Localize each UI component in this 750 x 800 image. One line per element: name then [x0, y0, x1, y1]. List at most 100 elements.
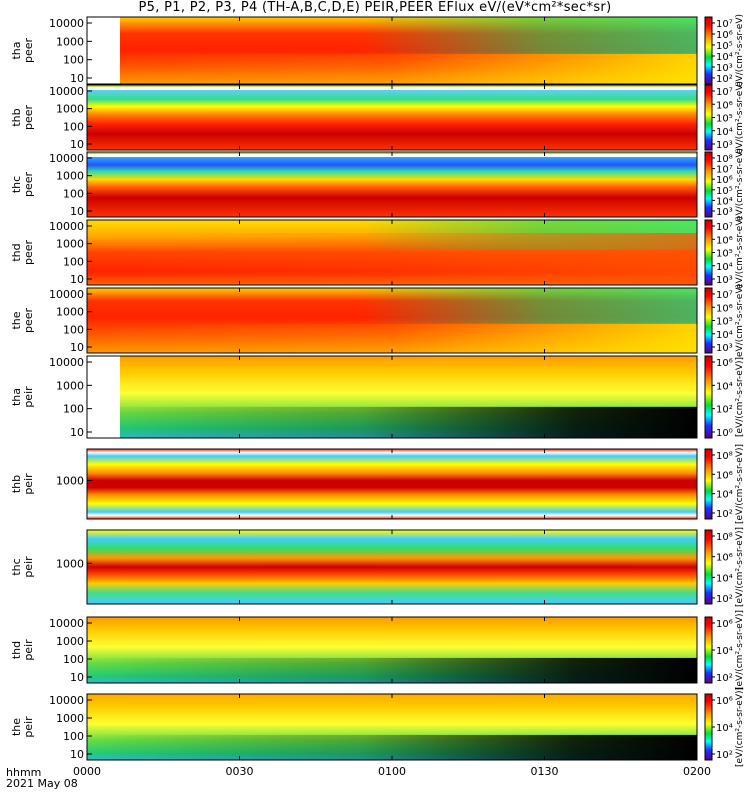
y-axis-label-instrument: peir: [22, 716, 35, 738]
colorbar-tick-label: 10⁴: [716, 330, 733, 341]
y-tick-label: 10000: [49, 356, 84, 369]
colorbar-tick-label: 10⁸: [716, 532, 733, 543]
y-axis-label: thepeer: [10, 308, 35, 334]
time-axis-caption: hhmm 2021 May 08: [6, 767, 78, 789]
colorbar: [704, 151, 713, 218]
colorbar-unit-label: eV/(cm²-s-sr-eV): [735, 81, 745, 154]
y-tick-label: 100: [63, 730, 84, 743]
colorbar-tick-label: 10⁴: [716, 127, 733, 138]
colorbar-unit-label: [eV/(cm²-s-sr-eV)]: [735, 527, 745, 607]
y-tick-label: 100: [63, 187, 84, 200]
colorbar-tick-label: 10⁴: [716, 196, 733, 207]
y-tick-label: 10000: [49, 85, 84, 98]
colorbar-tick-label: 10⁴: [716, 646, 733, 657]
y-tick-label: 10: [70, 72, 84, 85]
colorbar-tick-label: 10⁷: [716, 87, 733, 98]
y-axis-label-probe: the: [10, 718, 23, 736]
y-axis-label-instrument: peer: [22, 240, 35, 266]
y-tick-label: 10: [70, 426, 84, 439]
colorbar: [704, 355, 713, 439]
colorbar-tick-label: 10⁶: [716, 175, 733, 186]
colorbar-unit-label: [eV/(cm²-s-sr-eV)]: [735, 687, 745, 767]
y-axis-label: thepeir: [10, 716, 35, 738]
y-axis-label: thcpeer: [10, 172, 35, 198]
y-axis-label-instrument: peir: [22, 556, 35, 578]
colorbar: [704, 616, 713, 684]
y-tick-label: 10: [70, 748, 84, 761]
colorbar-tick-label: 10⁴: [716, 262, 733, 273]
colorbar-tick-label: 10⁴: [716, 573, 733, 584]
panel-thd-peer: 10000 1000 100 10 thdpeer 10⁷ 10⁶ 10⁵ 10⁴ 10³ eV/(…: [10, 216, 745, 289]
y-tick-label: 10: [70, 273, 84, 286]
time-axis-unit-label: hhmm: [6, 766, 42, 779]
colorbar-unit-label: eV/(cm²-s-sr-eV): [735, 148, 745, 221]
y-tick-label: 100: [63, 403, 84, 416]
x-tick-label: 0000: [73, 765, 101, 778]
colorbar-tick-label: 10³: [716, 63, 733, 74]
panel-tha-peir: 10000 1000 100 10 thapeir 10⁶ 10⁴ 10² 10⁰ [eV/(cm…: [10, 355, 745, 439]
y-axis-label-instrument: peir: [22, 386, 35, 408]
panel-the-peer: 10000 1000 100 10 thepeer 10⁷ 10⁶ 10⁵ 10⁴ 10³ eV/(…: [10, 284, 745, 357]
colorbar-tick-label: 10³: [716, 343, 733, 354]
y-axis-label: thbpeer: [10, 105, 35, 131]
colorbar-tick-label: 10⁴: [716, 490, 733, 501]
colorbar-tick-label: 10⁶: [716, 553, 733, 564]
colorbar-tick-label: 10⁶: [716, 303, 733, 314]
colorbar-tick-label: 10³: [716, 207, 733, 218]
colorbar-tick-label: 10⁸: [716, 154, 733, 165]
y-tick-label: 1000: [56, 379, 84, 392]
colorbar-tick-label: 10⁶: [716, 100, 733, 111]
y-tick-label: 1000: [56, 103, 84, 116]
y-tick-label: 10000: [49, 694, 84, 707]
y-tick-label: 1000: [56, 475, 84, 488]
y-axis-label-probe: thb: [10, 108, 23, 126]
y-axis-label-probe: thc: [10, 176, 23, 193]
spectrogram-feature: [87, 53, 697, 84]
spectrogram-feature: [87, 323, 697, 353]
y-tick-label: 10000: [49, 617, 84, 630]
data-gap: [87, 356, 120, 438]
colorbar: [704, 693, 713, 761]
y-axis-label-probe: tha: [10, 388, 23, 406]
y-tick-label: 1000: [56, 712, 84, 725]
spectrogram-feature: [87, 406, 697, 438]
spectrogram-feature: [87, 657, 697, 683]
x-tick-label: 0200: [683, 765, 711, 778]
y-axis-label-instrument: peer: [22, 38, 35, 64]
colorbar-tick-label: 10³: [716, 275, 733, 286]
panel-thb-peir: 1000 thbpeir 10⁸ 10⁶ 10⁴ 10² [eV/(cm²-s-sr-eV)…: [10, 444, 745, 524]
colorbar-tick-label: 10⁶: [716, 619, 733, 630]
y-tick-label: 10: [70, 671, 84, 684]
colorbar-tick-label: 10⁰: [716, 428, 733, 439]
colorbar-unit-label: eV/(cm²-s-sr-eV): [735, 216, 745, 289]
colorbar-tick-label: 10⁷: [716, 165, 733, 176]
spectrogram-feature: [87, 734, 697, 760]
y-axis-label-probe: thb: [10, 475, 23, 493]
colorbar-tick-label: 10⁵: [716, 41, 733, 52]
colorbar-tick-label: 10⁵: [716, 317, 733, 328]
y-tick-label: 100: [63, 653, 84, 666]
colorbar-tick-label: 10⁵: [716, 186, 733, 197]
spectrogram-image: [87, 152, 697, 217]
plot-title: P5, P1, P2, P3, P4 (TH-A,B,C,D,E) PEIR,P…: [138, 0, 612, 15]
y-axis-label: thapeir: [10, 386, 35, 408]
colorbar-unit-label: [eV/(cm²-s-sr-eV)]: [735, 610, 745, 690]
y-axis-label: thdpeir: [10, 639, 35, 661]
colorbar-tick-label: 10⁷: [716, 290, 733, 301]
x-tick-label: 0100: [378, 765, 406, 778]
y-axis-label-instrument: peer: [22, 308, 35, 334]
spectrogram-image: [87, 85, 697, 150]
spectrogram-feature: [87, 233, 697, 285]
y-axis-label-probe: thd: [10, 243, 23, 261]
y-tick-label: 10000: [49, 152, 84, 165]
colorbar-tick-label: 10²: [716, 750, 733, 761]
colorbar-unit-label: [eV/(cm²-s-sr-eV)]: [735, 444, 745, 524]
colorbar-tick-label: 10³: [716, 140, 733, 151]
colorbar-tick-label: 10⁴: [716, 52, 733, 63]
y-tick-label: 10: [70, 341, 84, 354]
colorbar: [704, 529, 713, 605]
y-axis-label-probe: tha: [10, 41, 23, 59]
y-axis-label: thcpeir: [10, 556, 35, 578]
